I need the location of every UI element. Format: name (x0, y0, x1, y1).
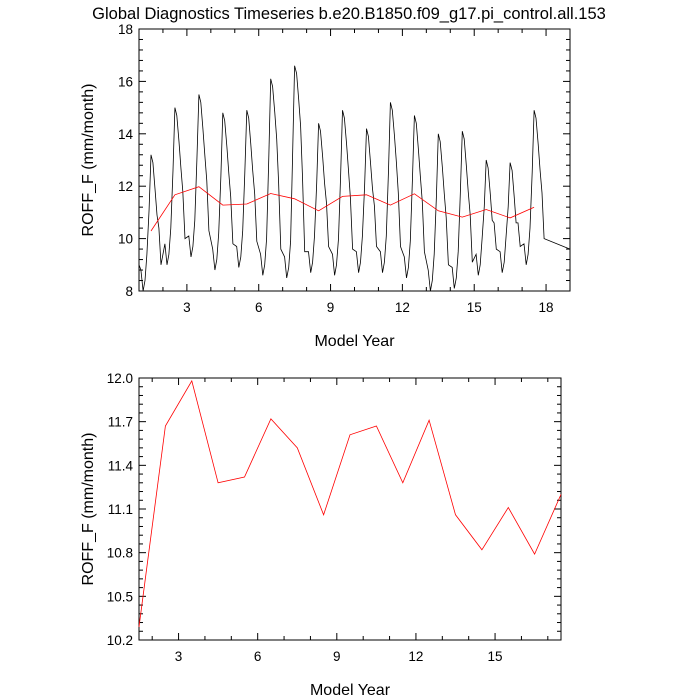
x-tick-label: 18 (539, 300, 554, 315)
x-tick-label: 15 (467, 300, 482, 315)
top-axis-ticks (138, 28, 571, 292)
bottom-axis-ticks (139, 377, 561, 641)
bottom-plot-frame (138, 377, 562, 641)
y-tick-label: 18 (118, 22, 133, 37)
annual-series-line-bottom (138, 379, 562, 627)
x-tick-label: 9 (333, 649, 341, 664)
figure-title: Global Diagnostics Timeseries b.e20.B185… (92, 5, 606, 23)
bottom-panel: 3 6 9 12 15 10.2 10.5 10.8 11.1 11.4 11.7 12.0 Mod… (80, 371, 562, 699)
y-tick-label: 14 (118, 127, 134, 142)
y-tick-label: 10.2 (107, 633, 133, 648)
monthly-series-line (138, 65, 571, 292)
top-y-axis-title: ROFF_F (mm/month) (80, 84, 97, 237)
annual-series-line-top (150, 186, 535, 232)
bottom-x-axis-title: Model Year (310, 682, 391, 699)
y-tick-label: 8 (125, 284, 133, 299)
bottom-y-tick-labels: 10.2 10.5 10.8 11.1 11.4 11.7 12.0 (107, 371, 134, 648)
y-tick-label: 11.4 (108, 458, 134, 473)
y-tick-label: 11.7 (108, 415, 133, 430)
top-x-axis-title: Model Year (314, 333, 395, 350)
top-x-tick-labels: 3 6 9 12 15 18 (183, 300, 553, 315)
x-tick-label: 3 (175, 649, 183, 664)
y-tick-label: 12 (118, 179, 133, 194)
top-y-tick-labels: 8 10 12 14 16 18 (118, 22, 134, 299)
x-tick-label: 12 (395, 300, 410, 315)
y-tick-label: 10 (118, 232, 133, 247)
x-tick-label: 6 (254, 649, 262, 664)
y-tick-label: 11.1 (108, 502, 133, 517)
y-tick-label: 10.8 (107, 546, 133, 561)
bottom-y-axis-title: ROFF_F (mm/month) (80, 433, 97, 586)
y-tick-label: 16 (118, 74, 133, 89)
bottom-x-tick-labels: 3 6 9 12 15 (175, 649, 503, 664)
y-tick-label: 12.0 (107, 371, 133, 386)
top-panel: 3 6 9 12 15 18 8 10 12 14 16 18 Model Year ROFF_F … (80, 22, 571, 350)
x-tick-label: 3 (183, 300, 191, 315)
x-tick-label: 6 (255, 300, 263, 315)
y-tick-label: 10.5 (107, 589, 133, 604)
x-tick-label: 15 (488, 649, 503, 664)
x-tick-label: 9 (327, 300, 335, 315)
x-tick-label: 12 (408, 649, 423, 664)
